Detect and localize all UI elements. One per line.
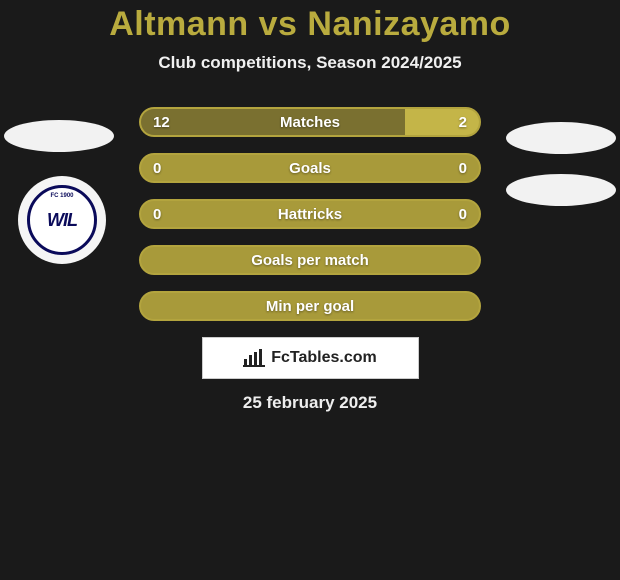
chart-bars-icon <box>243 349 265 367</box>
stat-bar: Goals per match <box>139 245 481 275</box>
date-text: 25 february 2025 <box>0 393 620 413</box>
stat-bar-label: Goals <box>141 155 479 181</box>
stat-bar-label: Hattricks <box>141 201 479 227</box>
stat-bar: 122Matches <box>139 107 481 137</box>
stat-bar: 00Goals <box>139 153 481 183</box>
club-badge-inner: FC 1900 WIL <box>27 185 97 255</box>
player-left-slot-1 <box>4 120 114 152</box>
club-badge-text: WIL <box>47 210 77 231</box>
player-right-slot-1 <box>506 122 616 154</box>
brand-text: FcTables.com <box>271 349 377 367</box>
stat-bar-label: Matches <box>141 109 479 135</box>
stat-bar-label: Goals per match <box>141 247 479 273</box>
subtitle: Club competitions, Season 2024/2025 <box>0 53 620 73</box>
club-badge: FC 1900 WIL <box>18 176 106 264</box>
comparison-card: Altmann vs Nanizayamo Club competitions,… <box>0 0 620 413</box>
page-title: Altmann vs Nanizayamo <box>0 6 620 43</box>
stat-bar-label: Min per goal <box>141 293 479 319</box>
stat-bar: 00Hattricks <box>139 199 481 229</box>
club-badge-top-text: FC 1900 <box>50 193 73 199</box>
brand-box[interactable]: FcTables.com <box>202 337 419 379</box>
player-right-slot-2 <box>506 174 616 206</box>
stat-bar: Min per goal <box>139 291 481 321</box>
stat-bars: 122Matches 00Goals 00Hattricks Goals per ma… <box>139 107 481 321</box>
